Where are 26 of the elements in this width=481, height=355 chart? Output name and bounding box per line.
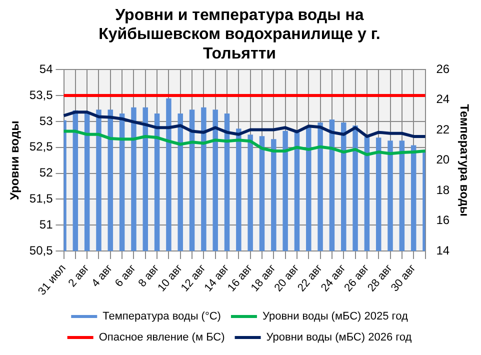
y-tick-label: 52,5 bbox=[29, 140, 54, 154]
legend-label: Уровни воды (мБС) 2026 год bbox=[266, 332, 412, 344]
y-tick-label: 53,5 bbox=[29, 88, 54, 102]
x-tick-label: 6 авг bbox=[112, 262, 138, 290]
y2-tick-label: 14 bbox=[436, 243, 450, 258]
y2-tick-label: 18 bbox=[436, 182, 450, 197]
y-tick-label: 51 bbox=[39, 217, 54, 232]
x-tick-label: 31 июл bbox=[36, 262, 68, 298]
x-tick-label: 4 авг bbox=[90, 262, 116, 290]
y2-tick-label: 20 bbox=[436, 152, 450, 167]
y2-tick-label: 22 bbox=[436, 122, 450, 136]
legend-label: Опасное явление (м БС) bbox=[98, 332, 225, 344]
chart-title: Уровни и температура воды на Куйбышевском водохранилище у г. Тольятти bbox=[98, 7, 380, 62]
y2-tick-label: 26 bbox=[436, 62, 450, 76]
y-axis-title: Уровни воды bbox=[8, 120, 22, 200]
legend-label: Температура воды (°C) bbox=[102, 310, 221, 323]
y-tick-label: 53 bbox=[39, 114, 54, 128]
y2-axis-title: Температура воды bbox=[457, 104, 472, 216]
y-tick-label: 52 bbox=[39, 166, 54, 180]
y-tick-label: 50,5 bbox=[29, 243, 54, 258]
y-tick-label: 51,5 bbox=[29, 192, 54, 206]
legend-label: Уровни воды (мБС) 2025 год bbox=[262, 310, 408, 323]
y2-tick-label: 24 bbox=[436, 92, 450, 106]
x-tick-label: 2 авг bbox=[66, 262, 92, 290]
y2-tick-label: 16 bbox=[436, 213, 450, 228]
y-tick-label: 54 bbox=[39, 62, 54, 76]
